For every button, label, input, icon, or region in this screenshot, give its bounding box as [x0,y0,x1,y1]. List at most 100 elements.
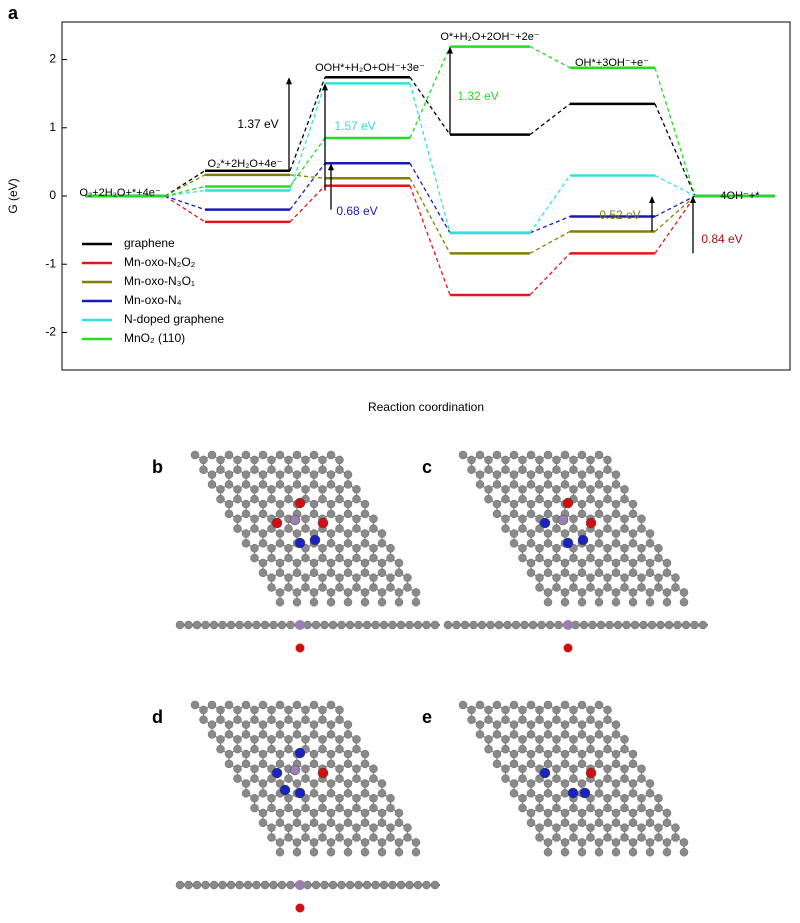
atom [326,450,336,460]
atom [326,789,336,798]
atom [309,779,319,788]
atom [309,558,319,568]
atom [543,558,553,568]
atom [343,749,353,759]
atom [360,509,370,519]
connector [409,185,451,296]
atom [258,450,268,460]
atom [543,588,553,597]
atom [552,524,561,533]
atom [430,620,440,630]
atom [594,529,604,538]
atom [258,759,268,769]
atom [250,764,259,774]
atom [320,620,329,630]
atom [301,514,310,524]
atom [328,620,338,630]
atom [560,558,570,568]
atom [309,789,319,798]
atom [250,705,259,715]
atom [637,543,646,553]
atom [190,700,200,710]
atom [613,620,623,630]
atom [277,880,287,890]
atom [403,583,412,592]
atom [637,833,646,842]
atom [233,465,242,474]
atom [509,700,519,710]
atom [611,749,621,759]
atom [509,779,519,788]
atom [535,543,544,553]
atom [233,764,242,774]
atom [603,735,612,744]
atom [345,880,355,890]
atom [539,767,551,779]
atom [360,838,370,847]
atom [360,529,370,538]
atom [326,838,336,847]
atom [343,568,353,578]
legend-label: MnO₂ (110) [124,331,185,345]
atom [637,803,646,813]
atom [258,499,268,509]
atom [292,730,302,739]
connector [654,174,696,197]
atom [543,720,553,729]
atom [501,455,510,465]
atom [241,720,251,729]
atom [343,480,353,489]
atom [309,730,319,739]
legend-label: Mn-oxo-N₄ [124,293,182,307]
atom [241,499,251,509]
atom [620,774,629,783]
atom [611,588,621,597]
atom [603,543,612,553]
atom [352,553,361,563]
panel-label: a [8,3,19,23]
atom [552,705,561,715]
atom [335,485,344,494]
atom [292,818,302,828]
connector [289,137,326,187]
atom [258,480,268,489]
atom [369,803,378,813]
atom [577,818,587,828]
atom [335,833,344,842]
atom [637,793,646,803]
atom [543,789,553,798]
atom [543,818,553,828]
atom [269,880,278,890]
atom [207,730,217,739]
atom [235,620,244,630]
atom [492,509,502,519]
connector [409,162,451,234]
atom [594,789,604,798]
atom [292,847,302,857]
atom [452,620,461,630]
atom [586,803,595,813]
atom [594,730,604,739]
atom [560,450,570,460]
atom [569,524,578,533]
connector [409,46,451,139]
atom [301,833,310,842]
atom [620,744,629,754]
atom [343,597,353,607]
atom [681,620,691,630]
atom [352,764,361,774]
atom [603,524,612,533]
atom [671,823,680,832]
atom [543,568,553,578]
connector [409,83,451,234]
atom [241,509,251,519]
atom [654,553,663,563]
atom [233,735,242,744]
atom [318,455,327,465]
atom [594,450,604,460]
atom [526,759,536,769]
atom [369,833,378,842]
atom [250,514,259,524]
atom [645,808,655,818]
atom [343,470,353,479]
